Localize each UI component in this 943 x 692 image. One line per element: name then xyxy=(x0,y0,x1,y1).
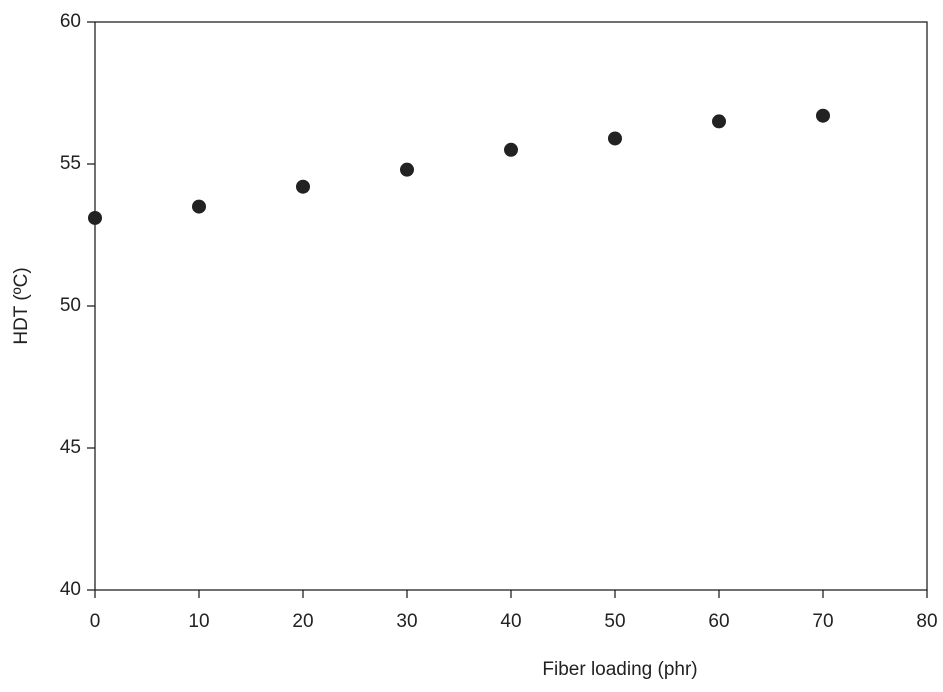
y-tick-label: 50 xyxy=(60,295,81,316)
y-tick-label: 45 xyxy=(60,437,81,458)
point xyxy=(296,179,310,194)
x-tick-label: 50 xyxy=(604,611,625,632)
point xyxy=(608,131,622,146)
point xyxy=(712,114,726,129)
x-axis-label: Fiber loading (phr) xyxy=(542,659,697,680)
point xyxy=(504,142,518,157)
point xyxy=(88,210,102,225)
x-tick-label: 80 xyxy=(916,611,937,632)
point xyxy=(400,162,414,177)
y-tick-label: 40 xyxy=(60,579,81,600)
x-tick-label: 20 xyxy=(292,611,313,632)
point xyxy=(192,199,206,214)
y-axis-label: HDT (ºC) xyxy=(11,267,32,344)
point xyxy=(816,108,830,123)
y-tick-label: 55 xyxy=(60,153,81,174)
x-tick-label: 70 xyxy=(812,611,833,632)
x-tick-label: 10 xyxy=(188,611,209,632)
plot-frame xyxy=(94,21,928,591)
x-tick-label: 40 xyxy=(500,611,521,632)
y-tick-label: 60 xyxy=(60,11,81,32)
x-tick-label: 30 xyxy=(396,611,417,632)
x-tick-label: 0 xyxy=(90,611,101,632)
x-tick-label: 60 xyxy=(708,611,729,632)
